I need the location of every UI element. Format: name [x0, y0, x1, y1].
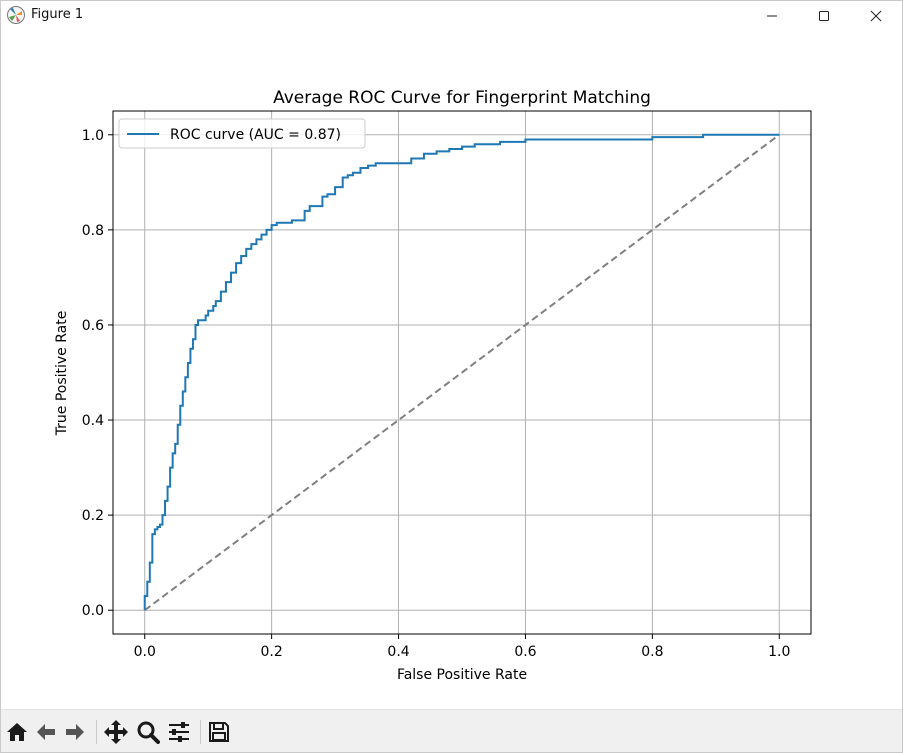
y-tick-label: 0.8 [82, 223, 104, 239]
configure-subplots-icon [169, 722, 189, 742]
pan-move-icon [104, 720, 128, 744]
legend-label: ROC curve (AUC = 0.87) [170, 127, 341, 143]
x-tick-label: 0.4 [387, 644, 409, 660]
matplotlib-icon [6, 5, 26, 25]
save-floppy-icon [209, 722, 229, 742]
x-tick-label: 0.0 [134, 644, 156, 660]
save-button[interactable] [205, 718, 233, 746]
y-tick-label: 0.2 [82, 508, 104, 524]
toolbar-separator [200, 720, 201, 744]
home-button[interactable] [3, 718, 31, 746]
grid-lines [113, 111, 811, 634]
zoom-button[interactable] [134, 718, 162, 746]
back-button[interactable] [32, 718, 60, 746]
x-tick-label: 0.6 [514, 644, 536, 660]
plot-frame [112, 110, 812, 635]
close-button[interactable] [853, 1, 899, 31]
home-icon [7, 723, 27, 741]
back-arrow-icon [37, 724, 55, 740]
zoom-magnifier-icon [137, 721, 160, 744]
x-axis-ticks: 0.0 0.2 0.4 0.6 0.8 1.0 [134, 634, 790, 660]
maximize-icon [819, 11, 829, 21]
maximize-button[interactable] [801, 1, 847, 31]
title-bar[interactable]: Figure 1 [1, 1, 902, 31]
close-icon [870, 10, 882, 22]
navigation-toolbar [1, 709, 902, 752]
pan-button[interactable] [102, 718, 130, 746]
chance-diagonal-line [144, 133, 780, 612]
y-tick-label: 0.4 [82, 413, 104, 429]
roc-chart: 0.0 0.2 0.4 0.6 0.8 1.0 0.0 0.2 0.4 0.6 0.8 1.0 Av… [54, 88, 812, 683]
figure-canvas[interactable]: 0.0 0.2 0.4 0.6 0.8 1.0 0.0 0.2 0.4 0.6 0.8 1.0 Av… [1, 31, 902, 709]
legend-box [118, 118, 366, 149]
toolbar-separator [96, 720, 97, 744]
y-tick-label: 1.0 [82, 128, 104, 144]
x-axis-label: False Positive Rate [397, 667, 527, 683]
window-title: Figure 1 [31, 7, 84, 22]
series-layer [143, 133, 780, 612]
y-tick-label: 0.6 [82, 318, 104, 334]
forward-arrow-icon [66, 724, 84, 740]
minimize-icon [767, 15, 777, 17]
configure-subplots-button[interactable] [165, 718, 193, 746]
legend: ROC curve (AUC = 0.87) [118, 118, 366, 149]
y-tick-label: 0.0 [82, 603, 104, 619]
minimize-button[interactable] [749, 1, 795, 31]
chart-title: Average ROC Curve for Fingerprint Matchi… [273, 88, 651, 108]
x-tick-label: 0.8 [641, 644, 663, 660]
x-tick-label: 1.0 [768, 644, 790, 660]
y-axis-label: True Positive Rate [54, 311, 70, 437]
forward-button[interactable] [61, 718, 89, 746]
roc-curve-line [143, 133, 780, 611]
x-tick-label: 0.2 [261, 644, 283, 660]
y-axis-ticks: 0.0 0.2 0.4 0.6 0.8 1.0 [82, 128, 113, 619]
